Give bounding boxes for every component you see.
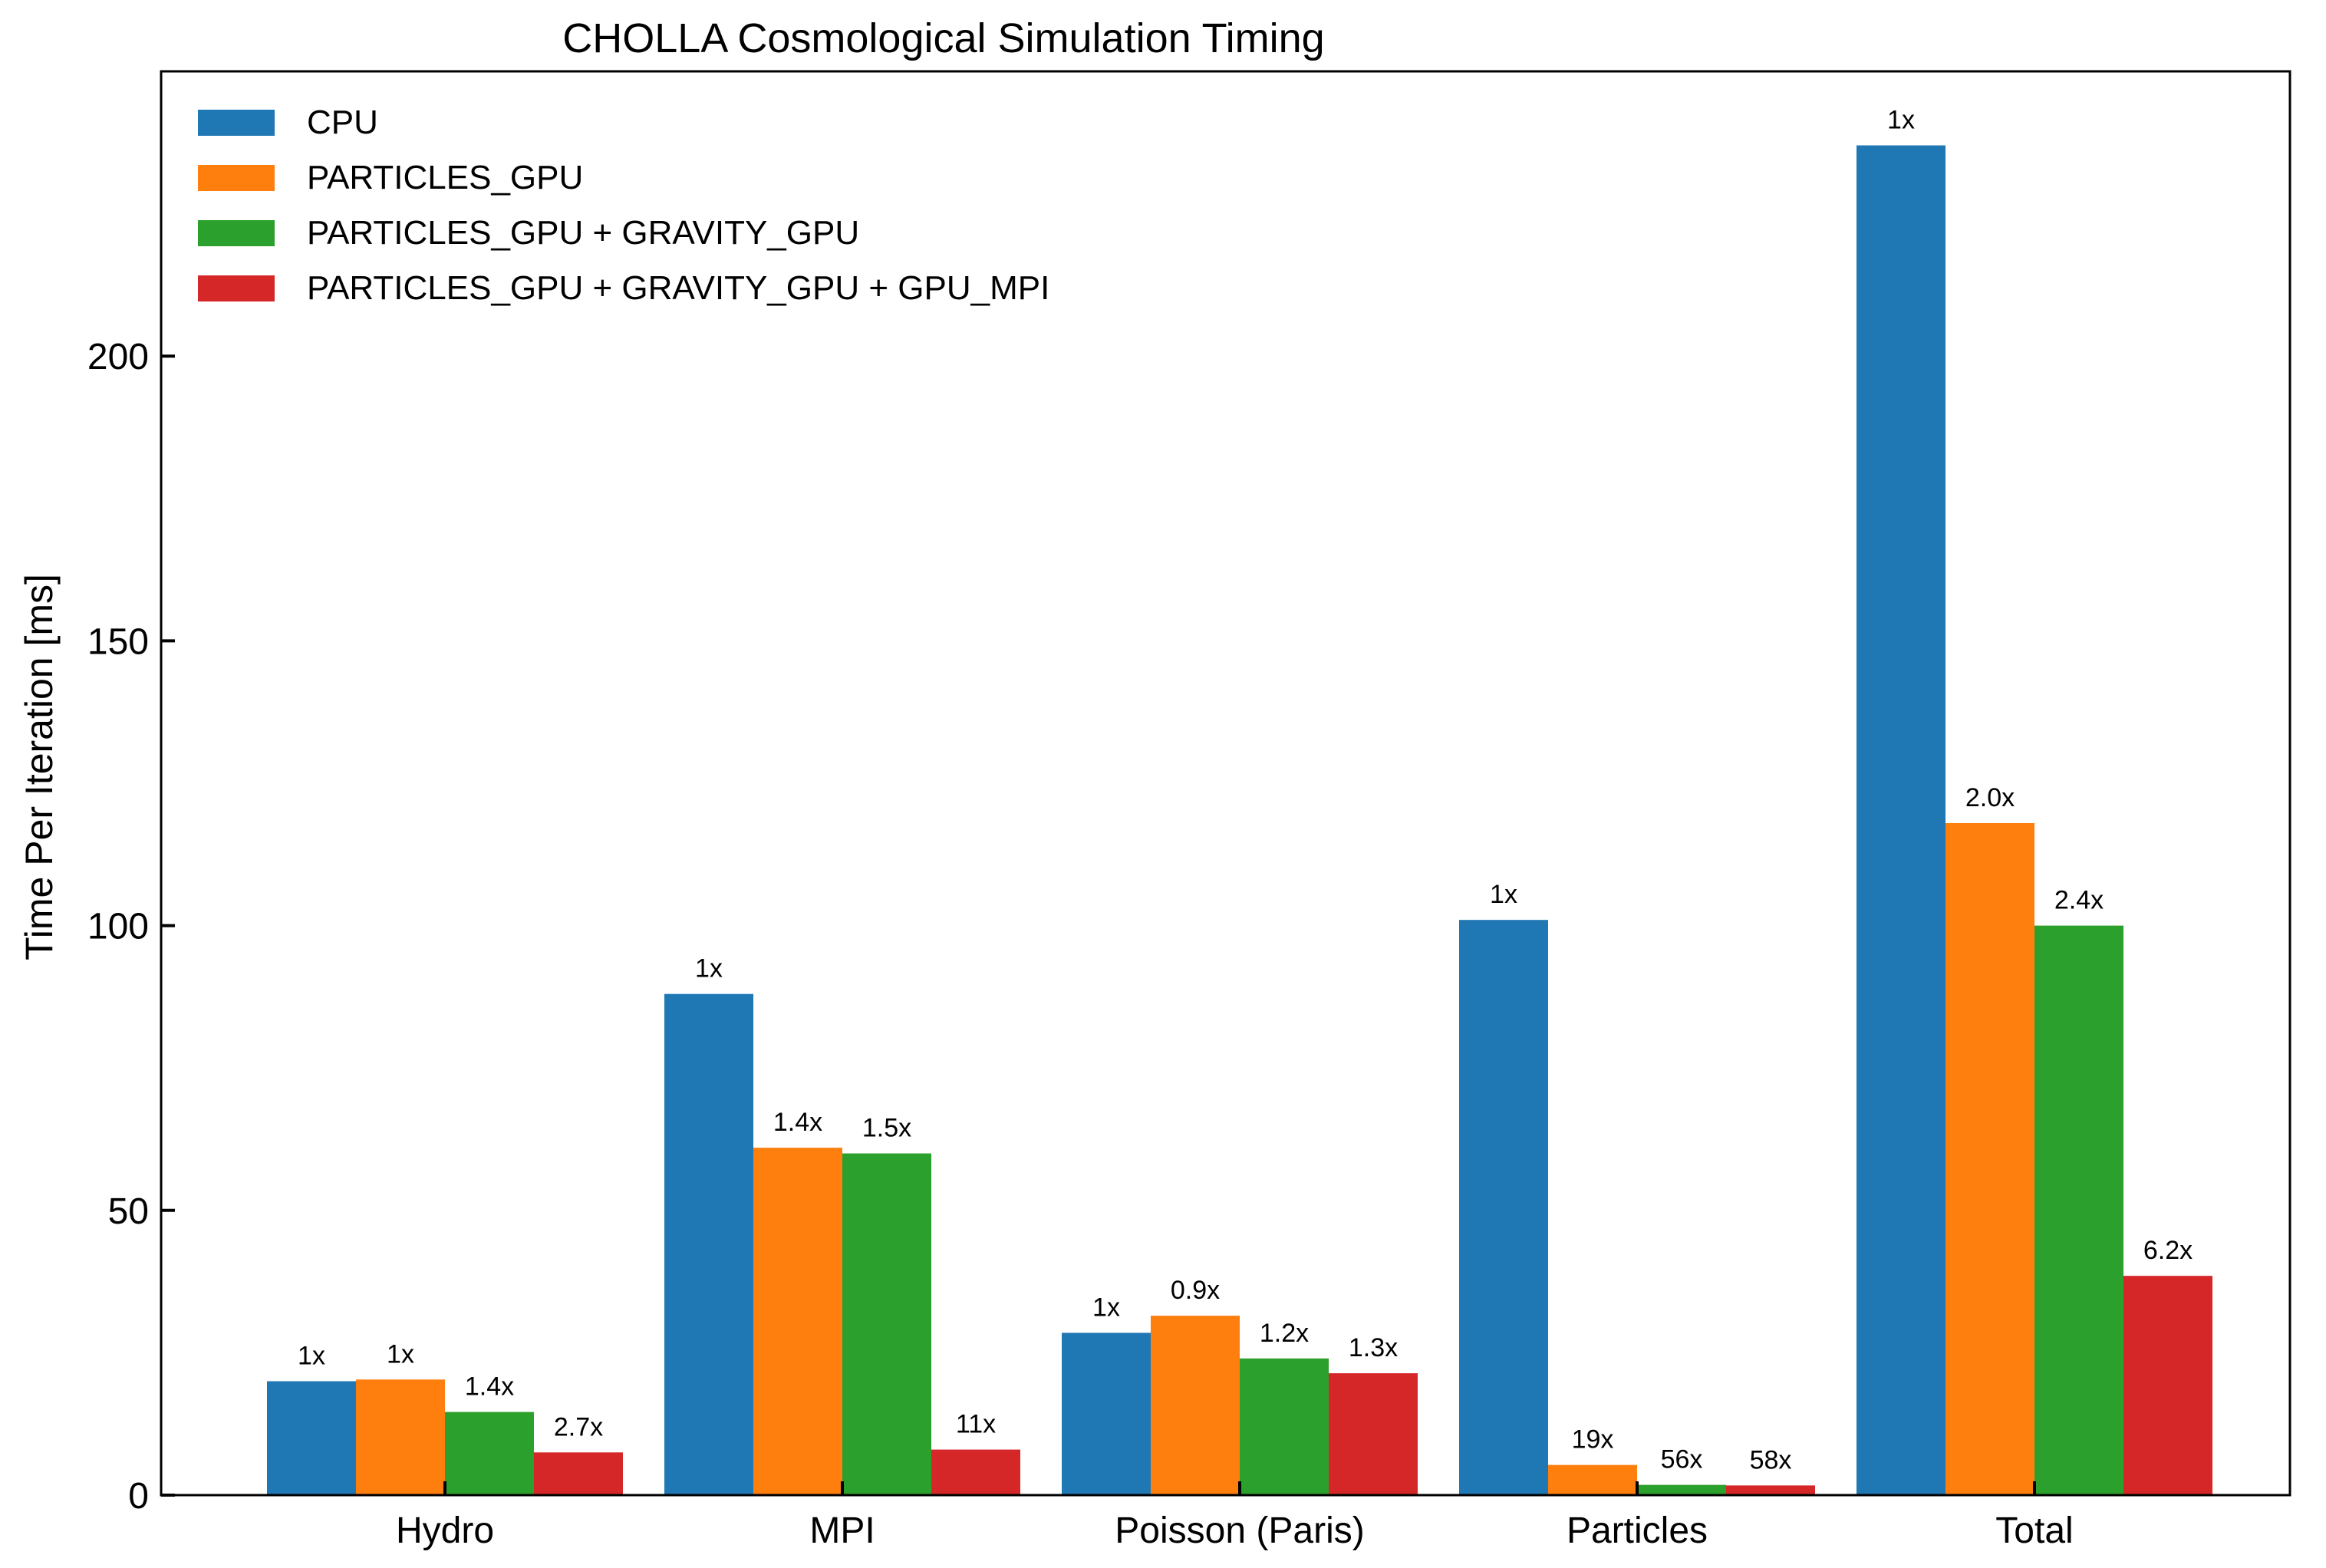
bar-value-label: 6.2x — [2143, 1236, 2193, 1265]
bar — [1726, 1485, 1815, 1495]
x-tick-label: Total — [1995, 1510, 2073, 1551]
bar — [356, 1379, 445, 1495]
y-axis-label: Time Per Iteration [ms] — [18, 574, 61, 960]
bar — [753, 1148, 842, 1495]
bar-value-label: 1x — [1887, 106, 1915, 135]
chart-title: CHOLLA Cosmological Simulation Timing — [562, 15, 1324, 61]
legend-label: PARTICLES_GPU + GRAVITY_GPU — [307, 214, 859, 252]
x-tick-label: Particles — [1567, 1510, 1708, 1551]
bar-value-label: 19x — [1572, 1425, 1614, 1454]
legend-swatch — [198, 165, 275, 191]
legend-label: CPU — [307, 104, 378, 141]
y-tick-label: 200 — [87, 337, 149, 377]
bar — [1062, 1332, 1151, 1495]
bar — [1637, 1484, 1726, 1495]
bar — [1548, 1464, 1637, 1495]
bar — [1857, 145, 1945, 1496]
bar — [1945, 822, 2034, 1495]
x-tick-label: Hydro — [396, 1510, 494, 1551]
legend-swatch — [198, 220, 275, 246]
bar-value-label: 1.5x — [862, 1114, 911, 1143]
bar-value-label: 0.9x — [1171, 1276, 1220, 1305]
bar-value-label: 2.0x — [1965, 783, 2015, 812]
legend-swatch — [198, 275, 275, 301]
bar-value-label: 1x — [1490, 880, 1517, 909]
bar — [1240, 1358, 1329, 1495]
y-tick-label: 100 — [87, 907, 149, 947]
bar-value-label: 1.3x — [1349, 1333, 1398, 1362]
bar — [2034, 925, 2123, 1495]
legend-swatch — [198, 110, 275, 136]
bar — [1151, 1316, 1240, 1495]
legend-label: PARTICLES_GPU — [307, 159, 583, 196]
bar — [1329, 1373, 1418, 1495]
bar-value-label: 58x — [1750, 1445, 1792, 1474]
bar-value-label: 1.2x — [1260, 1319, 1309, 1348]
bar-value-label: 11x — [956, 1410, 996, 1439]
bar-value-label: 1x — [695, 954, 723, 983]
bar — [445, 1412, 534, 1495]
bar-value-label: 1x — [1092, 1293, 1120, 1322]
y-tick-label: 50 — [108, 1191, 149, 1232]
plot-frame — [160, 70, 2291, 1497]
bar — [534, 1452, 623, 1495]
x-tick-label: Poisson (Paris) — [1115, 1510, 1364, 1551]
bar — [2123, 1276, 2212, 1495]
bar-value-label: 1x — [298, 1342, 325, 1371]
bar — [1459, 920, 1548, 1495]
bar-value-label: 1.4x — [465, 1372, 514, 1402]
y-tick-label: 150 — [87, 621, 149, 662]
bar — [664, 993, 753, 1495]
legend: CPU PARTICLES_GPU PARTICLES_GPU + GRAVITY_… — [198, 104, 1049, 307]
bar-value-label: 1.4x — [773, 1108, 822, 1137]
bar-value-label: 1x — [387, 1339, 414, 1369]
bar — [267, 1381, 356, 1495]
x-tick-label: MPI — [809, 1510, 875, 1551]
axis-ticks-layer: Hydro MPI Poisson (Paris) Particles Total 0 50… — [87, 337, 2074, 1551]
bar-labels-layer: 1x 1x 1x 1x 1x 1x 1.4x 0.9x 19x 2.0x 1.4x 1.5x 1.2x 5… — [298, 106, 2193, 1475]
bar — [931, 1449, 1020, 1495]
bar — [842, 1153, 931, 1495]
bar-value-label: 2.7x — [554, 1412, 603, 1441]
y-tick-label: 0 — [128, 1476, 149, 1517]
bar-value-label: 56x — [1661, 1445, 1703, 1474]
legend-label: PARTICLES_GPU + GRAVITY_GPU + GPU_MPI — [307, 269, 1049, 307]
bar-value-label: 2.4x — [2054, 886, 2104, 915]
bars-layer — [267, 145, 2212, 1496]
